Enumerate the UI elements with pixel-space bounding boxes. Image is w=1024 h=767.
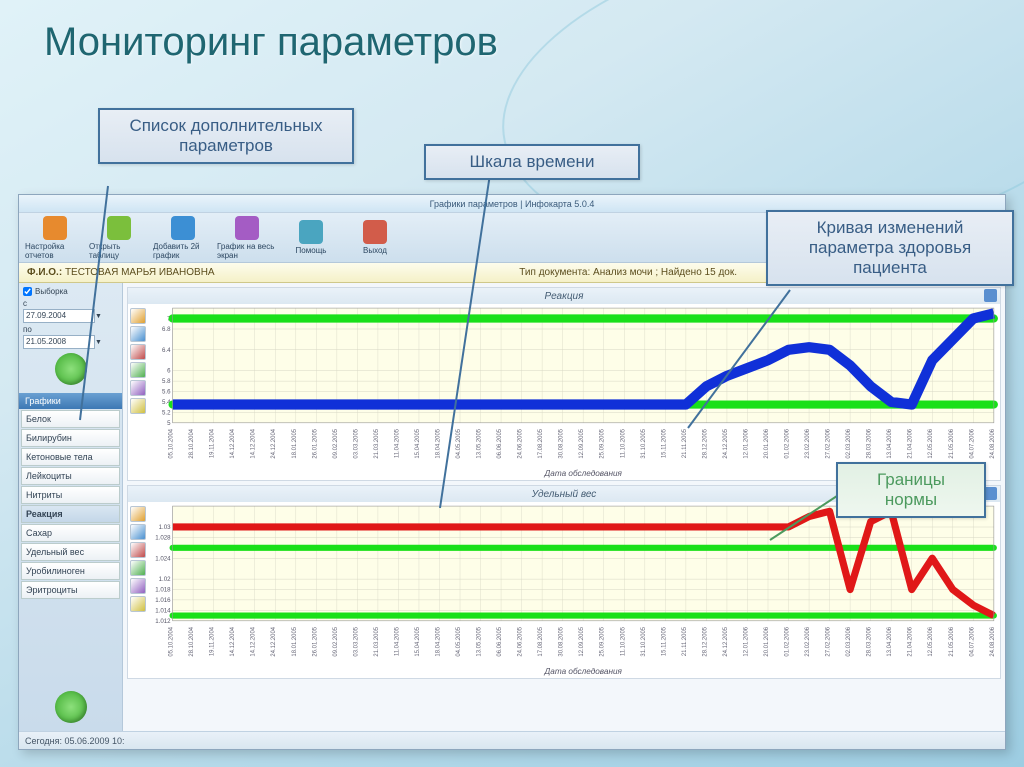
callout-curve: Кривая изменений параметра здоровья паци… [766,210,1014,286]
callout-norm: Границы нормы [836,462,986,518]
callout-params-list: Список дополнительных параметров [98,108,354,164]
callout-time-scale: Шкала времени [424,144,640,180]
